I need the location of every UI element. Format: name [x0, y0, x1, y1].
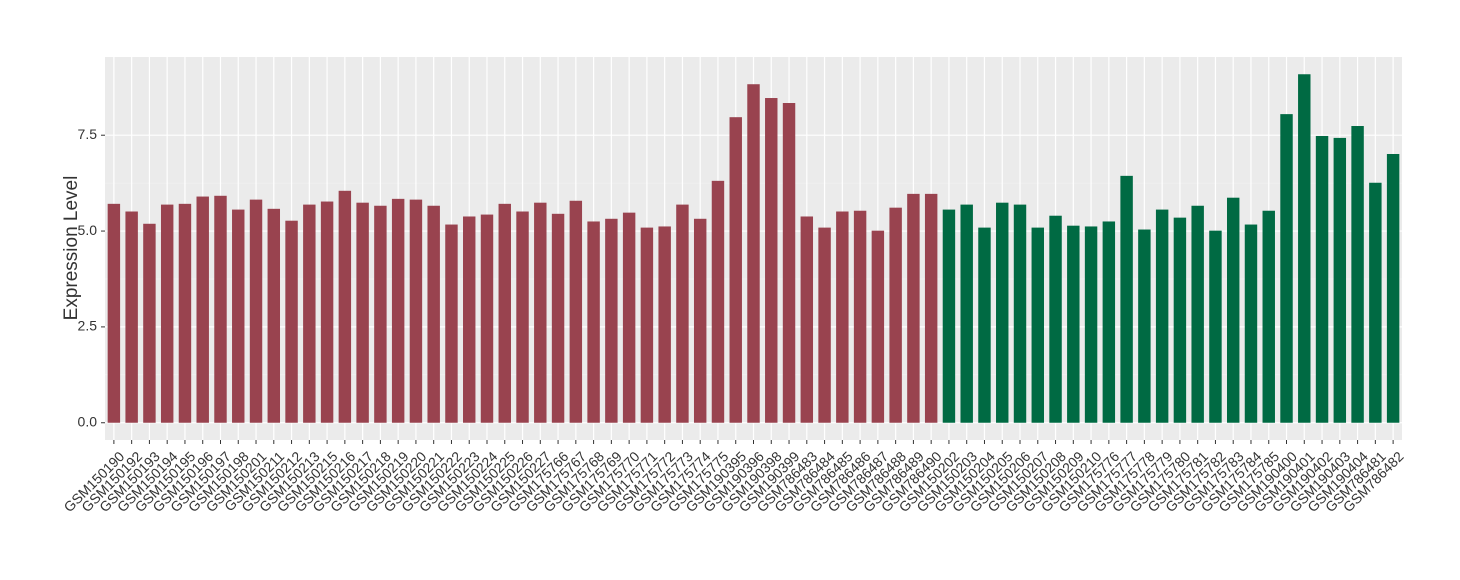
bar: [1209, 230, 1222, 423]
bar: [587, 221, 600, 423]
bar: [338, 190, 352, 423]
y-tick-label: 2.5: [78, 318, 98, 334]
bar: [1298, 74, 1311, 423]
bar: [622, 212, 636, 423]
bar: [214, 195, 227, 423]
bar: [1120, 175, 1133, 423]
bar: [942, 209, 956, 423]
bar: [232, 209, 245, 423]
y-tick-label: 0.0: [78, 413, 98, 429]
bar: [551, 213, 565, 423]
bar: [1102, 221, 1116, 423]
bar: [640, 227, 654, 423]
bar: [853, 210, 867, 423]
bar: [498, 203, 511, 423]
bar: [356, 202, 369, 423]
bar: [445, 224, 458, 423]
bar: [711, 180, 725, 423]
bar: [463, 216, 476, 423]
bar: [569, 200, 583, 423]
y-tick-label: 5.0: [78, 222, 98, 238]
bar: [1173, 217, 1187, 423]
bar: [960, 204, 973, 423]
bar: [374, 205, 387, 423]
bar: [676, 204, 689, 423]
bar: [1262, 210, 1275, 423]
bar: [1084, 226, 1098, 423]
bar: [1155, 209, 1169, 423]
bar: [1244, 224, 1258, 423]
y-tick-label: 7.5: [78, 126, 98, 142]
bar: [996, 202, 1009, 423]
bar: [1031, 227, 1044, 423]
bar: [1386, 153, 1400, 423]
bar: [605, 218, 618, 423]
bar: [693, 218, 707, 423]
bar: [196, 196, 209, 423]
bar: [409, 199, 423, 423]
bar: [1333, 137, 1347, 423]
bar: [1067, 225, 1080, 423]
bar: [178, 203, 192, 423]
bar: [534, 202, 547, 423]
bar: [285, 220, 298, 423]
bar: [729, 117, 742, 423]
bar: [143, 223, 156, 423]
bar: [1369, 182, 1382, 423]
bar: [978, 227, 991, 423]
bar: [303, 204, 316, 423]
bar: [836, 211, 849, 423]
bar: [107, 203, 121, 423]
bar: [1351, 126, 1364, 423]
bar: [658, 226, 671, 423]
bar: [1138, 229, 1151, 423]
bar: [1315, 135, 1329, 423]
bar: [871, 230, 885, 423]
bar: [782, 103, 796, 423]
bar: [765, 98, 778, 423]
bar: [480, 214, 494, 423]
bar: [1226, 197, 1240, 423]
bar: [249, 199, 263, 423]
bar: [427, 205, 440, 423]
bar: [516, 211, 529, 423]
bar: [125, 211, 138, 423]
bar: [747, 84, 760, 423]
bar: [818, 227, 831, 423]
bar: [267, 208, 281, 423]
y-axis-title: Expression Level: [61, 176, 82, 321]
bar: [924, 193, 938, 423]
bar: [1191, 205, 1204, 423]
bar: [800, 216, 814, 423]
bar: [1013, 204, 1027, 423]
bar: [320, 201, 334, 423]
bar: [1049, 215, 1062, 423]
bar: [889, 207, 902, 423]
bar: [160, 204, 174, 423]
bar: [391, 198, 405, 423]
bar: [1280, 114, 1293, 423]
bar: [907, 193, 920, 423]
